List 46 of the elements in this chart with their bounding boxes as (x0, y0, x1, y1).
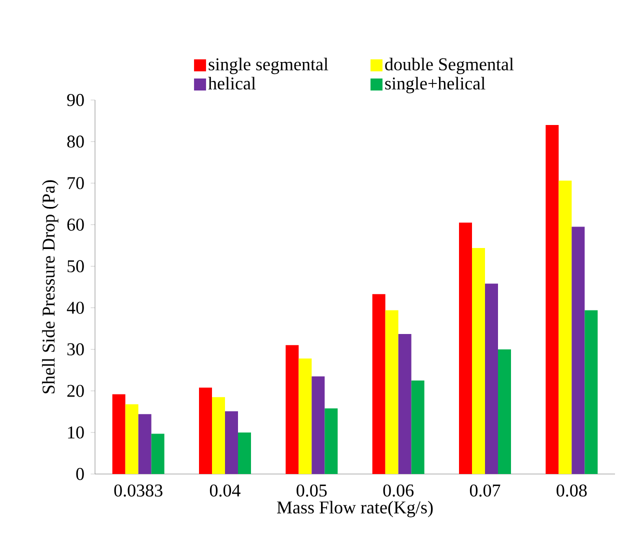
x-tick-label: 0.06 (383, 484, 414, 497)
y-tick-label: 10 (68, 426, 84, 439)
bar (546, 124, 559, 474)
bar (238, 432, 251, 474)
bar (151, 434, 164, 474)
bar (459, 222, 472, 474)
bar (372, 294, 386, 474)
bar (472, 248, 485, 474)
bar (324, 408, 338, 474)
bar (498, 349, 511, 474)
bar (572, 226, 585, 474)
x-tick-label: 0.08 (556, 484, 587, 497)
bar (125, 404, 138, 474)
bar (286, 345, 299, 474)
bar (312, 376, 325, 474)
bar (398, 334, 412, 474)
bar (138, 414, 152, 474)
bar (298, 358, 312, 474)
bar (485, 284, 498, 474)
legend-label: single segmental (208, 58, 328, 74)
x-axis-title: Mass Flow rate(Kg/s) (277, 500, 433, 518)
bar (225, 411, 238, 474)
y-tick-label: 70 (68, 177, 84, 190)
legend-label: double Segmental (385, 58, 514, 74)
legend-label: single+helical (385, 76, 486, 94)
bar (199, 388, 212, 474)
bar (212, 397, 225, 474)
y-axis-title: Shell Side Pressure Drop (Pa) (42, 180, 58, 394)
y-tick-label: 80 (67, 135, 84, 148)
y-tick-label: 40 (66, 302, 84, 314)
bar (385, 310, 398, 474)
y-tick-label: 0 (76, 468, 84, 480)
y-tick-label: 60 (67, 218, 84, 231)
x-tick-label: 0.07 (470, 484, 500, 497)
bar (558, 180, 572, 474)
y-tick-label: 90 (67, 94, 84, 106)
bar (411, 380, 424, 474)
bar (584, 310, 598, 474)
y-tick-label: 20 (67, 384, 84, 397)
x-tick-label: 0.04 (210, 484, 240, 497)
x-tick-label: 0.05 (296, 484, 327, 497)
bar (112, 394, 126, 474)
x-tick-label: 0.0383 (114, 484, 162, 497)
y-tick-label: 30 (67, 343, 84, 356)
y-tick-label: 50 (68, 260, 84, 272)
legend-label: helical (208, 76, 256, 90)
